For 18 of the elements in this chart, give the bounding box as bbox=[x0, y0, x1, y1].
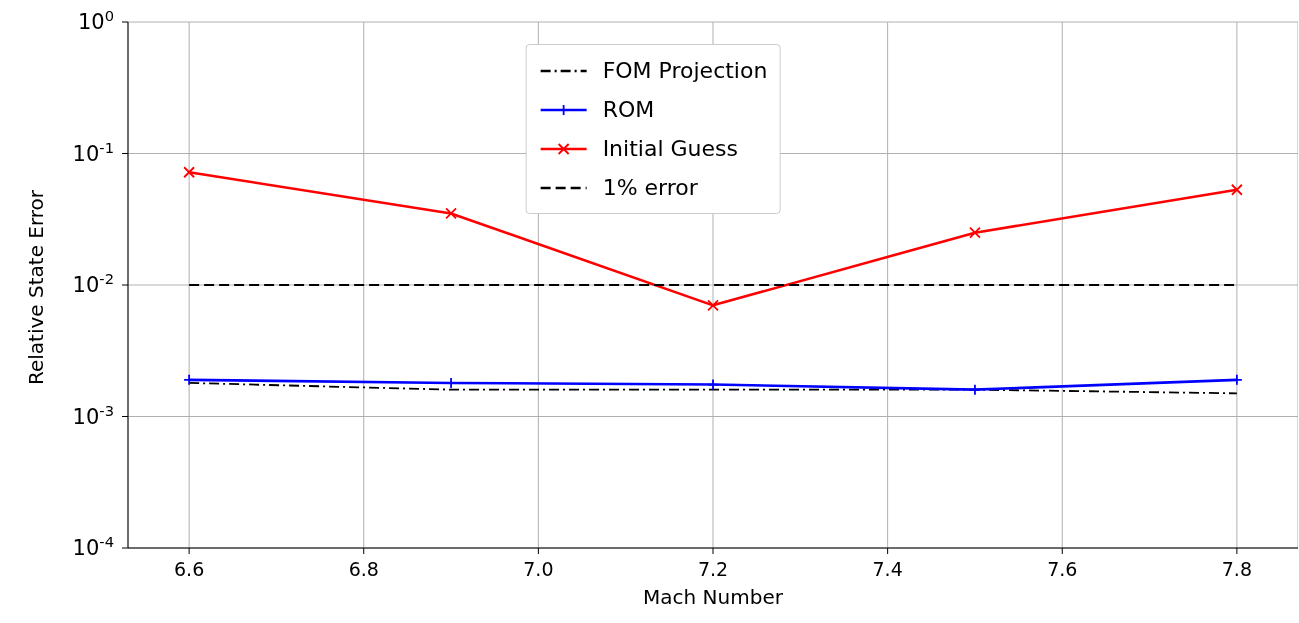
y-axis-title: Relative State Error bbox=[24, 189, 49, 385]
legend-label: FOM Projection bbox=[602, 58, 768, 83]
y-tick-label: 10$^{-1}$ bbox=[72, 138, 114, 166]
legend-label: ROM bbox=[602, 97, 655, 122]
x-tick-label: 6.8 bbox=[348, 558, 379, 580]
x-axis-title: Mach Number bbox=[643, 585, 784, 609]
y-tick-label: 10$^{0}$ bbox=[77, 6, 114, 34]
x-tick-label: 7.8 bbox=[1221, 558, 1252, 580]
x-tick-label: 7.0 bbox=[523, 558, 554, 580]
legend-label: 1% error bbox=[602, 175, 698, 200]
x-tick-label: 7.2 bbox=[697, 558, 729, 580]
y-tick-label: 10$^{-2}$ bbox=[72, 269, 114, 297]
x-tick-label: 7.6 bbox=[1047, 558, 1078, 580]
y-tick-label: 10$^{-3}$ bbox=[72, 401, 114, 429]
legend-label: Initial Guess bbox=[602, 136, 738, 161]
y-tick-label: 10$^{-4}$ bbox=[72, 532, 114, 560]
x-tick-label: 6.6 bbox=[174, 558, 205, 580]
x-tick-label: 7.4 bbox=[872, 558, 903, 580]
